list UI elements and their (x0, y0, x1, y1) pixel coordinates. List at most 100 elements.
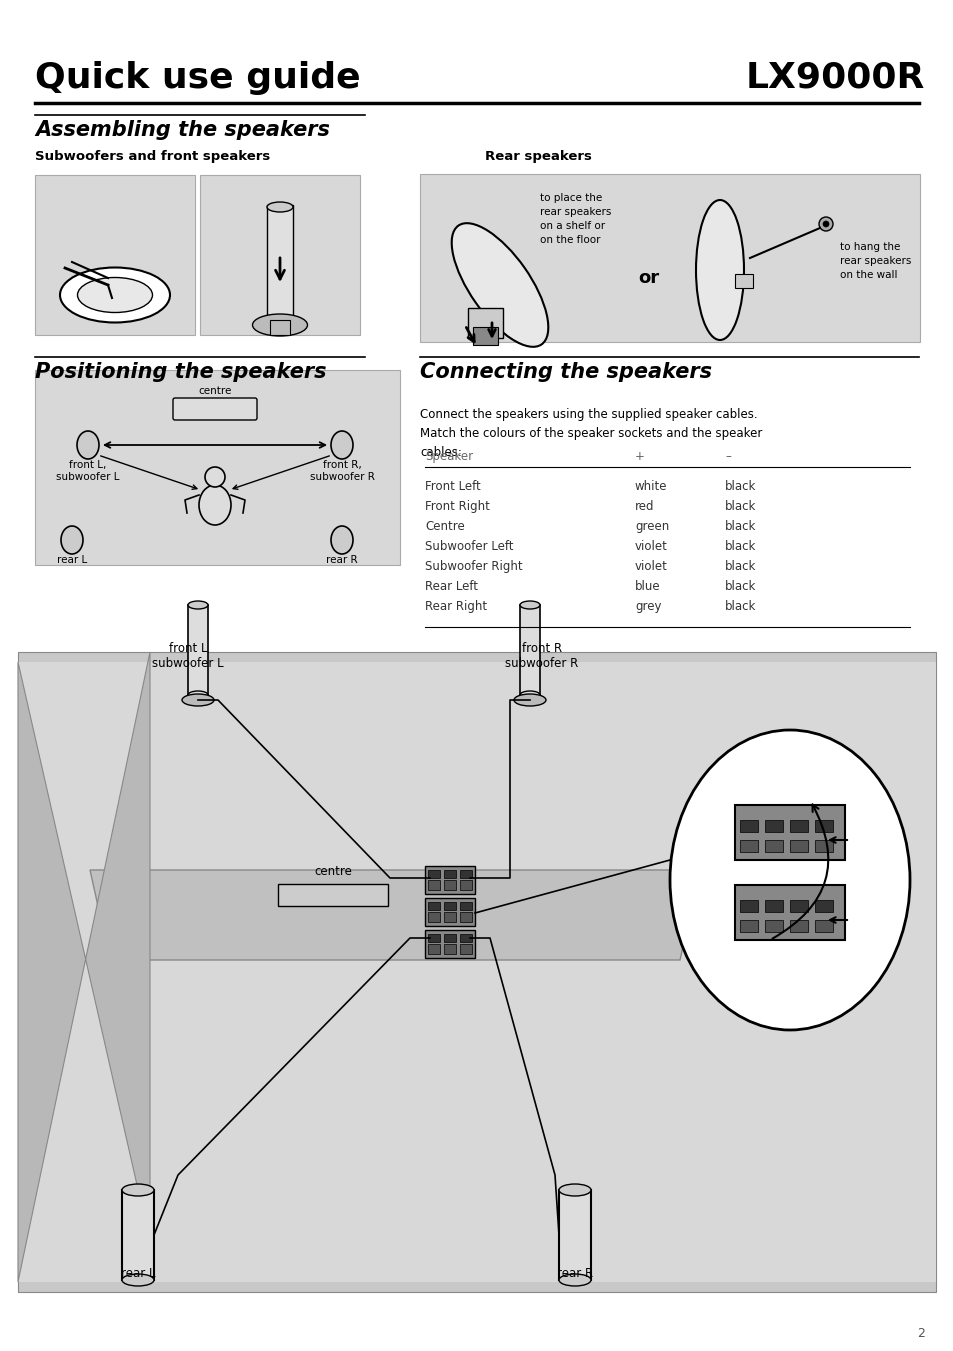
Bar (428, 870, 439, 878)
Bar (122, 1190, 153, 1279)
Bar (789, 920, 807, 932)
Bar (459, 880, 472, 890)
Text: +: + (635, 450, 644, 463)
Bar (419, 174, 919, 342)
Text: blue: blue (635, 580, 659, 593)
FancyBboxPatch shape (172, 399, 256, 420)
Bar (740, 840, 758, 852)
Bar (814, 840, 832, 852)
Bar (443, 880, 456, 890)
Bar (740, 920, 758, 932)
Text: Rear Left: Rear Left (424, 580, 477, 593)
Bar (734, 805, 844, 861)
Bar (814, 920, 832, 932)
Text: 2: 2 (916, 1327, 924, 1340)
Bar (443, 870, 456, 878)
Bar (270, 320, 290, 335)
Circle shape (205, 467, 225, 486)
Text: Front Left: Front Left (424, 480, 480, 493)
Text: Assembling the speakers: Assembling the speakers (35, 120, 330, 141)
Ellipse shape (696, 200, 743, 340)
Text: front R
subwoofer R: front R subwoofer R (505, 642, 578, 670)
Text: LX9000R: LX9000R (745, 61, 924, 95)
Text: Subwoofers and front speakers: Subwoofers and front speakers (35, 150, 270, 163)
Ellipse shape (669, 730, 909, 1029)
Ellipse shape (188, 690, 208, 698)
Text: centre: centre (198, 386, 232, 396)
Bar (35, 370, 399, 565)
Text: black: black (724, 580, 756, 593)
Bar (424, 898, 475, 925)
Bar (443, 912, 456, 921)
Bar (459, 870, 472, 878)
Text: black: black (724, 561, 756, 573)
Bar (35, 176, 194, 335)
Text: Subwoofer Right: Subwoofer Right (424, 561, 522, 573)
Bar (443, 902, 456, 911)
Bar (428, 944, 439, 954)
Ellipse shape (514, 694, 545, 707)
Text: Rear speakers: Rear speakers (484, 150, 591, 163)
Ellipse shape (77, 431, 99, 459)
Bar (468, 308, 502, 338)
Polygon shape (90, 870, 700, 961)
Text: rear L: rear L (121, 1267, 155, 1279)
Text: black: black (724, 520, 756, 534)
Text: Connecting the speakers: Connecting the speakers (419, 362, 711, 382)
Bar (764, 840, 782, 852)
Ellipse shape (61, 526, 83, 554)
Ellipse shape (519, 690, 539, 698)
Text: green: green (635, 520, 669, 534)
Bar (734, 274, 752, 288)
Bar (740, 820, 758, 832)
Ellipse shape (519, 601, 539, 609)
Text: to hang the
rear speakers
on the wall: to hang the rear speakers on the wall (840, 242, 910, 280)
Bar (18, 653, 935, 1292)
Bar (188, 605, 208, 694)
Ellipse shape (199, 485, 231, 526)
Text: or: or (638, 269, 659, 286)
Bar (734, 885, 844, 940)
Text: front L
subwoofer L: front L subwoofer L (152, 642, 224, 670)
Bar (764, 820, 782, 832)
Ellipse shape (558, 1183, 590, 1196)
Bar (428, 934, 439, 942)
Bar (443, 934, 456, 942)
Ellipse shape (182, 694, 213, 707)
Ellipse shape (331, 431, 353, 459)
Text: to place the
rear speakers
on a shelf or
on the floor: to place the rear speakers on a shelf or… (539, 193, 611, 245)
Polygon shape (18, 653, 150, 1282)
Bar (789, 840, 807, 852)
Bar (428, 880, 439, 890)
Bar (200, 176, 359, 335)
Text: Front Right: Front Right (424, 500, 489, 513)
Ellipse shape (558, 1274, 590, 1286)
Ellipse shape (77, 277, 152, 312)
Text: front L,
subwoofer L: front L, subwoofer L (56, 459, 120, 481)
Text: Quick use guide: Quick use guide (35, 61, 360, 95)
Text: black: black (724, 600, 756, 613)
Text: Connect the speakers using the supplied speaker cables.
Match the colours of the: Connect the speakers using the supplied … (419, 408, 761, 459)
Bar (764, 900, 782, 912)
Text: rear L: rear L (57, 555, 87, 565)
Text: –: – (724, 450, 730, 463)
Text: red: red (635, 500, 654, 513)
Bar (558, 1190, 590, 1279)
Polygon shape (18, 662, 935, 1282)
Text: rear R: rear R (326, 555, 357, 565)
Bar (424, 929, 475, 958)
Text: black: black (724, 500, 756, 513)
Ellipse shape (122, 1183, 153, 1196)
Circle shape (822, 222, 828, 227)
Bar (459, 912, 472, 921)
Text: black: black (724, 480, 756, 493)
Ellipse shape (253, 313, 307, 336)
Bar (459, 944, 472, 954)
Text: white: white (635, 480, 667, 493)
Ellipse shape (267, 203, 293, 212)
Text: Centre: Centre (424, 520, 464, 534)
Bar (267, 205, 293, 320)
Bar (473, 327, 497, 345)
Ellipse shape (331, 526, 353, 554)
Text: Subwoofer Left: Subwoofer Left (424, 540, 513, 553)
